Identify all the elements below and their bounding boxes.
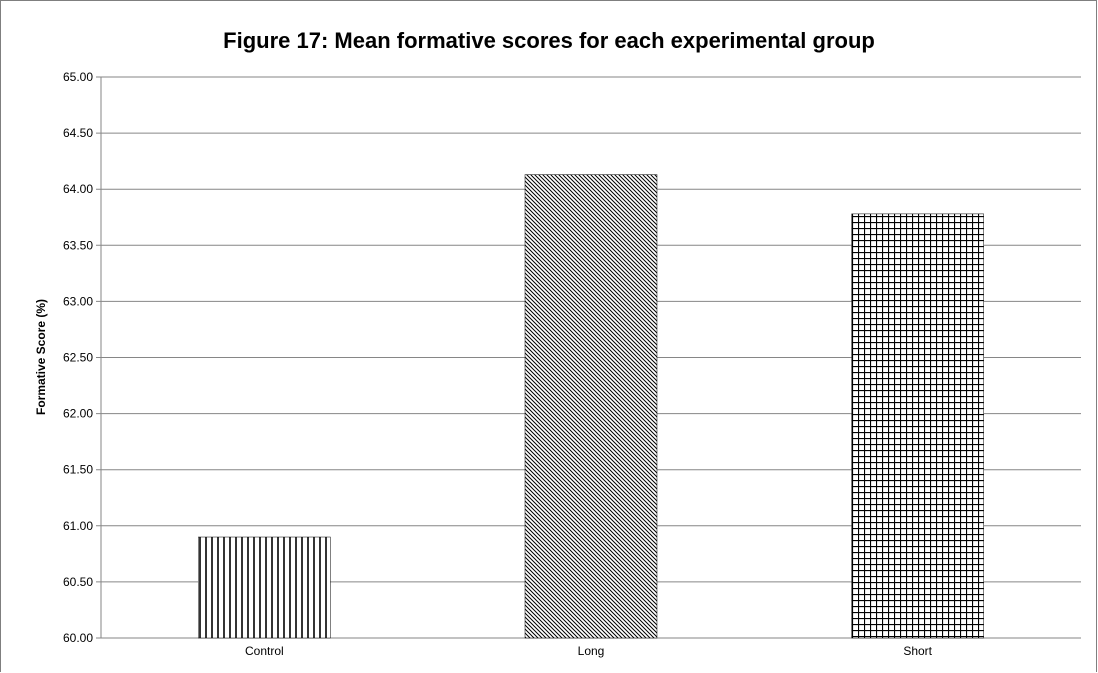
y-tick-label: 65.00 xyxy=(63,70,93,84)
bar-long xyxy=(524,174,658,639)
y-tick-label: 60.50 xyxy=(63,575,93,589)
y-tick-label: 61.00 xyxy=(63,519,93,533)
y-tick-label: 63.00 xyxy=(63,294,93,308)
y-tick-labels: 60.00 60.50 61.00 61.50 62.00 62.50 63.00 63.50… xyxy=(63,70,93,645)
y-tick-label: 63.50 xyxy=(63,238,93,252)
x-tick-label: Short xyxy=(903,644,932,658)
bars xyxy=(198,174,984,639)
y-tick-label: 62.50 xyxy=(63,351,93,365)
y-tick-label: 61.50 xyxy=(63,463,93,477)
y-tick-label: 62.00 xyxy=(63,407,93,421)
chart-title: Figure 17: Mean formative scores for eac… xyxy=(223,28,875,53)
y-tick-label: 60.00 xyxy=(63,631,93,645)
x-tick-label: Long xyxy=(578,644,605,658)
x-tick-label: Control xyxy=(245,644,284,658)
bar-short xyxy=(851,213,984,639)
x-tick-labels: Control Long Short xyxy=(245,644,933,658)
y-tick-label: 64.00 xyxy=(63,182,93,196)
y-tick-label: 64.50 xyxy=(63,126,93,140)
bar-control xyxy=(198,536,331,639)
y-axis-label: Formative Score (%) xyxy=(34,299,48,415)
